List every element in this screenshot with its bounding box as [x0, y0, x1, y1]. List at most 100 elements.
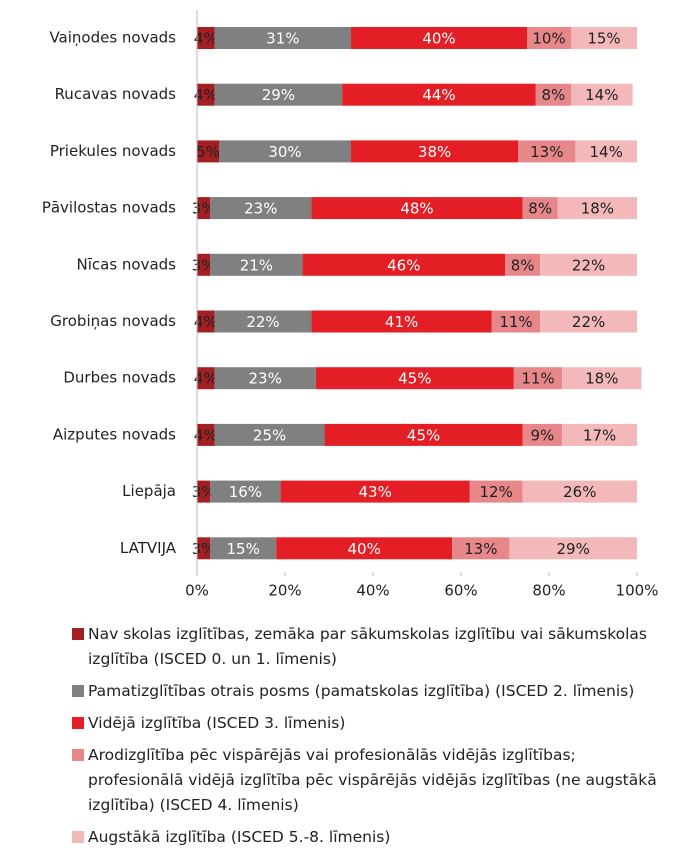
bar-segment — [522, 480, 637, 503]
bar-segment — [197, 27, 215, 49]
bar-segment — [276, 537, 453, 560]
x-tick-label: 20% — [268, 582, 301, 600]
bar-segment — [562, 367, 642, 390]
data-label: 3% — [192, 256, 216, 274]
chart: Vaiņodes novads 4% 31% 40% 10% 15% Rucavas nov… — [42, 10, 659, 600]
legend: Nav skolas izglītības, zemāka par sākums… — [72, 622, 662, 857]
data-label: 29% — [557, 540, 590, 558]
y-tick-label: Priekules novads — [50, 142, 176, 160]
data-label: 3% — [192, 483, 216, 501]
data-label: 45% — [407, 426, 440, 444]
data-label: 25% — [253, 426, 286, 444]
bar-segment — [302, 253, 505, 276]
data-label: 45% — [398, 370, 431, 388]
legend-swatch — [72, 749, 84, 761]
data-label: 23% — [244, 200, 277, 218]
data-label: 3% — [192, 540, 216, 558]
bar-segment — [452, 537, 510, 560]
bar-segment — [324, 423, 523, 446]
data-label: 29% — [262, 86, 295, 104]
bar-segment — [540, 310, 637, 333]
bar-segment — [197, 197, 211, 220]
y-tick-label: Liepāja — [122, 482, 176, 500]
bar-segment — [210, 537, 277, 560]
bar-segment — [342, 83, 536, 106]
legend-item: Nav skolas izglītības, zemāka par sākums… — [72, 622, 662, 672]
y-tick-label: Grobiņas novads — [50, 312, 176, 330]
data-label: 23% — [249, 370, 282, 388]
bar-segment — [197, 423, 215, 446]
x-tick-label: 40% — [356, 582, 389, 600]
data-label: 26% — [563, 483, 596, 501]
bar-segment — [562, 423, 637, 446]
data-label: 4% — [194, 426, 218, 444]
data-label: 15% — [227, 540, 260, 558]
bar-segment — [571, 83, 633, 106]
bar-segment — [311, 197, 523, 220]
legend-label: Vidējā izglītība (ISCED 3. līmenis) — [88, 714, 346, 732]
bar-segment — [197, 537, 211, 560]
bar-segment — [280, 480, 470, 503]
data-label: 16% — [229, 483, 262, 501]
bar-segment — [571, 27, 637, 49]
legend-label: Augstākā izglītība (ISCED 5.-8. līmenis) — [88, 828, 391, 846]
x-tick-label: 60% — [444, 582, 477, 600]
data-label: 15% — [587, 30, 620, 48]
legend-label: Arodizglītība pēc vispārējās vai profesi… — [88, 746, 657, 814]
data-label: 13% — [530, 143, 563, 161]
bar-segment — [518, 140, 576, 163]
data-label: 18% — [581, 200, 614, 218]
data-label: 43% — [359, 483, 392, 501]
bar-segment — [214, 423, 325, 446]
data-label: 4% — [194, 370, 218, 388]
y-tick-label: Pāvilostas novads — [42, 199, 176, 217]
bar-segment — [351, 27, 527, 49]
y-tick-label: LATVIJA — [120, 539, 177, 557]
data-label: 31% — [266, 30, 299, 48]
data-label: 18% — [585, 370, 618, 388]
data-label: 8% — [511, 256, 535, 274]
legend-swatch — [72, 717, 84, 729]
bar-segment — [527, 27, 571, 49]
bar-segment — [219, 140, 351, 163]
data-label: 8% — [542, 86, 566, 104]
data-label: 4% — [194, 30, 218, 48]
data-label: 17% — [583, 426, 616, 444]
data-label: 8% — [528, 200, 552, 218]
bar-segment — [197, 480, 211, 503]
bar-segment — [469, 480, 523, 503]
bar-segment — [575, 140, 637, 163]
legend-item: Vidējā izglītība (ISCED 3. līmenis) — [72, 711, 662, 736]
data-label: 48% — [400, 200, 433, 218]
data-label: 38% — [418, 143, 451, 161]
bar-segment — [311, 310, 492, 333]
data-label: 22% — [572, 313, 605, 331]
legend-item: Arodizglītība pēc vispārējās vai profesi… — [72, 743, 662, 818]
data-label: 3% — [192, 200, 216, 218]
y-tick-label: Rucavas novads — [55, 85, 177, 103]
legend-label: Pamatizglītības otrais posms (pamatskola… — [88, 682, 635, 700]
data-label: 4% — [194, 313, 218, 331]
bar-segment — [210, 480, 281, 503]
bar-segment — [535, 83, 571, 106]
x-tick-label: 0% — [185, 582, 209, 600]
data-label: 46% — [387, 256, 420, 274]
legend-swatch — [72, 831, 84, 843]
bar-segment — [197, 140, 219, 163]
bar-segment — [522, 197, 558, 220]
legend-swatch — [72, 685, 84, 697]
y-tick-label: Aizputes novads — [53, 425, 176, 443]
data-label: 10% — [532, 30, 565, 48]
x-tick-label: 100% — [616, 582, 659, 600]
data-label: 13% — [464, 540, 497, 558]
bar-segment — [351, 140, 519, 163]
bar-segment — [197, 310, 215, 333]
bar-segment — [505, 253, 541, 276]
bar-segment — [214, 27, 351, 49]
data-label: 9% — [531, 426, 555, 444]
data-label: 30% — [268, 143, 301, 161]
data-label: 22% — [572, 256, 605, 274]
data-label: 41% — [385, 313, 418, 331]
x-tick-label: 80% — [532, 582, 565, 600]
